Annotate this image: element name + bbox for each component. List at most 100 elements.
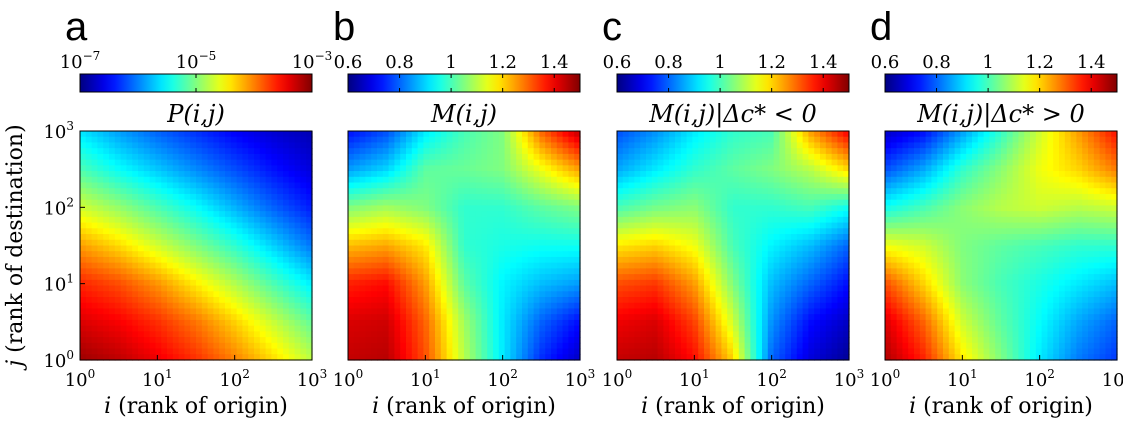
heatmap-cell [306,148,313,155]
heatmap-cell [814,171,821,178]
heatmap-cell [791,291,798,298]
heatmap-cell [365,279,372,287]
heatmap-cell [259,153,267,161]
heatmap-cell [242,205,249,212]
heatmap-cell [628,199,635,207]
heatmap-cell [733,297,740,304]
heatmap-cell [475,274,482,281]
heatmap-cell [190,354,197,361]
heatmap-cell [779,159,786,166]
heatmap-cell [657,171,664,178]
heatmap-cell [365,285,372,292]
heatmap-cell [242,228,249,235]
heatmap-cell [394,193,401,201]
heatmap-cell [704,342,711,350]
heatmap-cell [207,319,214,327]
heatmap-cell [721,228,728,235]
heatmap-cell [533,228,540,235]
heatmap-cell [306,245,313,252]
heatmap-cell [516,239,523,247]
heatmap-cell [715,274,722,281]
heatmap-cell [522,308,529,315]
heatmap-cell [371,239,378,247]
heatmap-cell [242,171,249,178]
heatmap-cell [704,239,711,247]
heatmap-cell [377,348,384,355]
heatmap-cell [248,165,255,172]
heatmap-cell [201,222,209,229]
heatmap-cell [132,348,139,355]
heatmap-cell [155,331,162,338]
heatmap-cell [727,285,734,292]
heatmap-cell [487,279,494,287]
heatmap-cell [733,182,740,189]
heatmap-cell [172,199,180,207]
heatmap-cell [1099,131,1106,138]
heatmap-cell [446,188,453,195]
heatmap-cell [80,314,87,321]
heatmap-cell [114,279,122,287]
heatmap-cell [277,302,284,310]
heatmap-cell [132,319,139,327]
heatmap-cell [634,314,641,321]
heatmap-cell [184,342,191,350]
heatmap-cell [371,291,378,298]
heatmap-cell [634,302,641,310]
heatmap-cell [808,153,815,161]
heatmap-cell [91,182,98,189]
heatmap-cell [545,182,552,189]
heatmap-cell [791,262,798,269]
heatmap-cell [348,131,355,138]
heatmap-cell [190,193,197,201]
heatmap-cell [85,171,93,178]
heatmap-cell [568,325,575,332]
heatmap-cell [556,331,564,338]
heatmap-cell [704,274,711,281]
heatmap-cell [271,222,278,229]
heatmap-cell [423,153,430,161]
heatmap-cell [464,171,471,178]
heatmap-cell [738,302,746,310]
heatmap-cell [149,251,156,258]
heatmap-cell [762,262,769,269]
heatmap-cell [377,325,384,332]
heatmap-cell [574,245,581,252]
colorbar-tick-label: 0.6 [871,52,900,73]
heatmap-cell [750,331,757,338]
heatmap-cell [464,216,471,224]
heatmap-cell [440,245,448,252]
heatmap-cell [715,228,722,235]
heatmap-cell [481,205,488,212]
heatmap-cell [388,274,395,281]
heatmap-cell [91,176,98,184]
heatmap-cell [155,245,162,252]
heatmap-cell [196,131,203,138]
heatmap-cell [808,331,815,338]
colorbar [347,73,581,93]
heatmap-cell [184,279,191,287]
heatmap-cell [213,193,220,201]
heatmap-cell [242,165,249,172]
heatmap-cell [966,136,973,144]
heatmap-cell [487,176,494,184]
heatmap-cell [371,142,378,149]
heatmap-cell [382,171,390,178]
heatmap-cell [469,239,477,247]
heatmap-cell [796,245,804,252]
heatmap-cell [831,354,838,361]
heatmap-cell [622,222,630,229]
heatmap-cell [288,239,296,247]
heatmap-cell [733,308,740,315]
heatmap-cell [504,285,511,292]
heatmap-cell [103,142,110,149]
heatmap-cell [423,234,430,241]
heatmap-cell [190,245,197,252]
heatmap-cell [680,262,688,269]
heatmap-cell [779,314,786,321]
heatmap-cell [669,245,676,252]
heatmap-cell [126,153,133,161]
heatmap-cell [411,199,419,207]
heatmap-cell [640,193,647,201]
heatmap-cell [796,285,804,292]
